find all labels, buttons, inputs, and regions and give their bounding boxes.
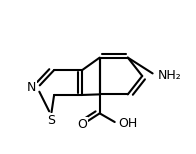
Text: OH: OH [119, 117, 138, 130]
Text: S: S [47, 114, 55, 127]
Text: O: O [77, 118, 87, 131]
Text: NH₂: NH₂ [158, 69, 182, 83]
Text: N: N [26, 81, 36, 94]
